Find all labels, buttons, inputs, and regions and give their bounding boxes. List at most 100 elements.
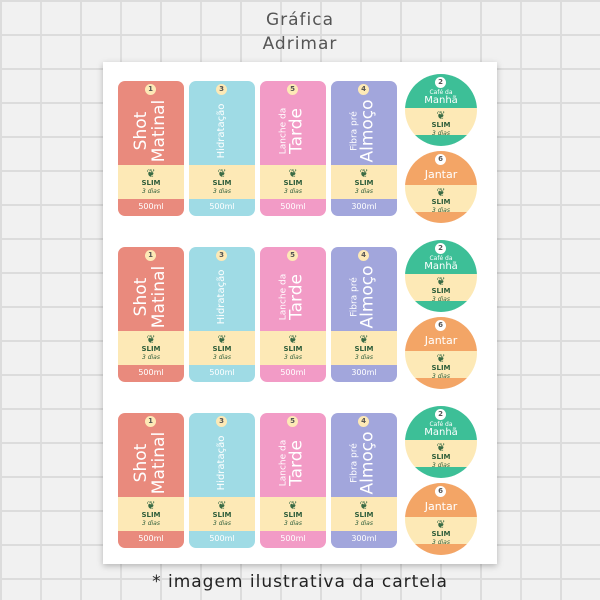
logo-sub: 3 dias <box>431 539 450 546</box>
leaf-icon: ❦ <box>359 333 369 346</box>
leaf-icon: ❦ <box>288 333 298 346</box>
label-logo-band: ❦ SLIM 3 dias <box>331 331 397 365</box>
leaf-icon: ❦ <box>436 109 446 122</box>
bottle-label: 5 Lanche da Tarde ❦ SLIM 3 dias 500ml <box>260 81 326 216</box>
label-logo-band: ❦ SLIM 3 dias <box>118 497 184 531</box>
bottle-label: 3 Hidratação ❦ SLIM 3 dias 500ml <box>189 413 255 548</box>
label-volume: 500ml <box>138 368 164 377</box>
slim-logo: ❦ SLIM 3 dias <box>405 442 477 469</box>
logo-sub: 3 dias <box>141 188 160 195</box>
bottle-label: 5 Lanche da Tarde ❦ SLIM 3 dias 500ml <box>260 247 326 382</box>
circle-small-text: Café da <box>429 421 453 428</box>
circle-big-text: Manhã <box>424 427 458 438</box>
round-label: 6 Jantar ❦ SLIM 3 dias <box>405 317 477 389</box>
label-top: 5 Lanche da Tarde <box>260 81 326 165</box>
circle-number: 6 <box>435 320 446 331</box>
circle-title: Café da Manhã <box>405 90 477 106</box>
logo-name: SLIM <box>283 179 303 187</box>
label-top: 4 Fibra pré Almoço <box>331 81 397 165</box>
logo-sub: 3 dias <box>283 188 302 195</box>
label-small-text: Hidratação <box>215 269 227 325</box>
logo-name: SLIM <box>141 179 161 187</box>
bottle-label: 3 Hidratação ❦ SLIM 3 dias 500ml <box>189 247 255 382</box>
label-logo-band: ❦ SLIM 3 dias <box>118 331 184 365</box>
slim-logo: ❦ SLIM 3 dias <box>260 334 326 361</box>
label-volume: 500ml <box>280 534 306 543</box>
label-number: 1 <box>145 84 156 95</box>
logo-name: SLIM <box>354 511 374 519</box>
label-number: 1 <box>145 416 156 427</box>
label-logo-band: ❦ SLIM 3 dias <box>260 165 326 199</box>
label-volume: 500ml <box>209 368 235 377</box>
label-volume-band: 500ml <box>118 531 184 548</box>
round-label: 6 Jantar ❦ SLIM 3 dias <box>405 483 477 555</box>
leaf-icon: ❦ <box>436 275 446 288</box>
slim-logo: ❦ SLIM 3 dias <box>405 519 477 546</box>
bottle-label: 4 Fibra pré Almoço ❦ SLIM 3 dias 300ml <box>331 81 397 216</box>
label-top: 5 Lanche da Tarde <box>260 247 326 331</box>
label-top: 1 Shot Matinal <box>118 247 184 331</box>
label-volume-band: 300ml <box>331 531 397 548</box>
slim-logo: ❦ SLIM 3 dias <box>331 168 397 195</box>
logo-sub: 3 dias <box>354 188 373 195</box>
circle-top: 2 Café da Manhã <box>405 74 477 108</box>
circle-bottom-band <box>405 378 477 389</box>
leaf-icon: ❦ <box>146 333 156 346</box>
logo-name: SLIM <box>283 345 303 353</box>
slim-logo: ❦ SLIM 3 dias <box>405 187 477 214</box>
label-title: Shot Matinal <box>131 266 169 328</box>
label-big-text-2: Matinal <box>149 99 169 163</box>
label-title: Fibra pré Almoço <box>349 99 377 162</box>
label-big-text: Tarde <box>286 440 307 486</box>
circle-bottom-band <box>405 544 477 555</box>
label-volume: 500ml <box>209 202 235 211</box>
label-volume-band: 500ml <box>118 199 184 216</box>
circle-logo-band: ❦ SLIM 3 dias <box>405 274 477 303</box>
label-title: Shot Matinal <box>131 432 169 494</box>
label-number: 3 <box>216 416 227 427</box>
logo-sub: 3 dias <box>141 520 160 527</box>
leaf-icon: ❦ <box>217 333 227 346</box>
circle-top: 6 Jantar <box>405 483 477 517</box>
slim-logo: ❦ SLIM 3 dias <box>118 334 184 361</box>
leaf-icon: ❦ <box>288 167 298 180</box>
label-number: 5 <box>287 250 298 261</box>
label-number: 3 <box>216 250 227 261</box>
slim-logo: ❦ SLIM 3 dias <box>260 500 326 527</box>
circle-title: Café da Manhã <box>405 256 477 272</box>
label-number: 4 <box>358 84 369 95</box>
logo-sub: 3 dias <box>212 520 231 527</box>
label-big-text: Almoço <box>357 265 378 329</box>
circle-logo-band: ❦ SLIM 3 dias <box>405 517 477 546</box>
circle-top: 2 Café da Manhã <box>405 240 477 274</box>
circle-top: 6 Jantar <box>405 151 477 185</box>
label-number: 1 <box>145 250 156 261</box>
label-title: Hidratação <box>216 104 228 159</box>
logo-name: SLIM <box>212 345 232 353</box>
label-big-text: Almoço <box>357 431 378 495</box>
circle-top: 6 Jantar <box>405 317 477 351</box>
bottle-label: 4 Fibra pré Almoço ❦ SLIM 3 dias 300ml <box>331 413 397 548</box>
label-logo-band: ❦ SLIM 3 dias <box>189 165 255 199</box>
label-logo-band: ❦ SLIM 3 dias <box>260 497 326 531</box>
logo-name: SLIM <box>431 198 451 206</box>
circle-bottom-band <box>405 301 477 312</box>
logo-sub: 3 dias <box>283 354 302 361</box>
label-logo-band: ❦ SLIM 3 dias <box>189 497 255 531</box>
bottle-label: 4 Fibra pré Almoço ❦ SLIM 3 dias 300ml <box>331 247 397 382</box>
circle-logo-band: ❦ SLIM 3 dias <box>405 440 477 469</box>
circle-title: Jantar <box>424 334 458 347</box>
logo-sub: 3 dias <box>141 354 160 361</box>
label-number: 4 <box>358 250 369 261</box>
circle-small-text: Café da <box>429 255 453 262</box>
logo-name: SLIM <box>212 179 232 187</box>
label-logo-band: ❦ SLIM 3 dias <box>118 165 184 199</box>
label-top: 3 Hidratação <box>189 247 255 331</box>
slim-logo: ❦ SLIM 3 dias <box>189 168 255 195</box>
bottle-label: 1 Shot Matinal ❦ SLIM 3 dias 500ml <box>118 413 184 548</box>
circle-big-text: Manhã <box>424 261 458 272</box>
logo-name: SLIM <box>354 345 374 353</box>
round-label: 2 Café da Manhã ❦ SLIM 3 dias <box>405 406 477 478</box>
circle-number: 2 <box>435 243 446 254</box>
round-label: 2 Café da Manhã ❦ SLIM 3 dias <box>405 240 477 312</box>
